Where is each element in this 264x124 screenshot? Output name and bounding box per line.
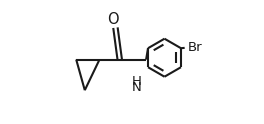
- Text: O: O: [107, 12, 119, 27]
- Text: H: H: [131, 75, 141, 88]
- Text: N: N: [131, 81, 141, 94]
- Text: Br: Br: [188, 41, 202, 54]
